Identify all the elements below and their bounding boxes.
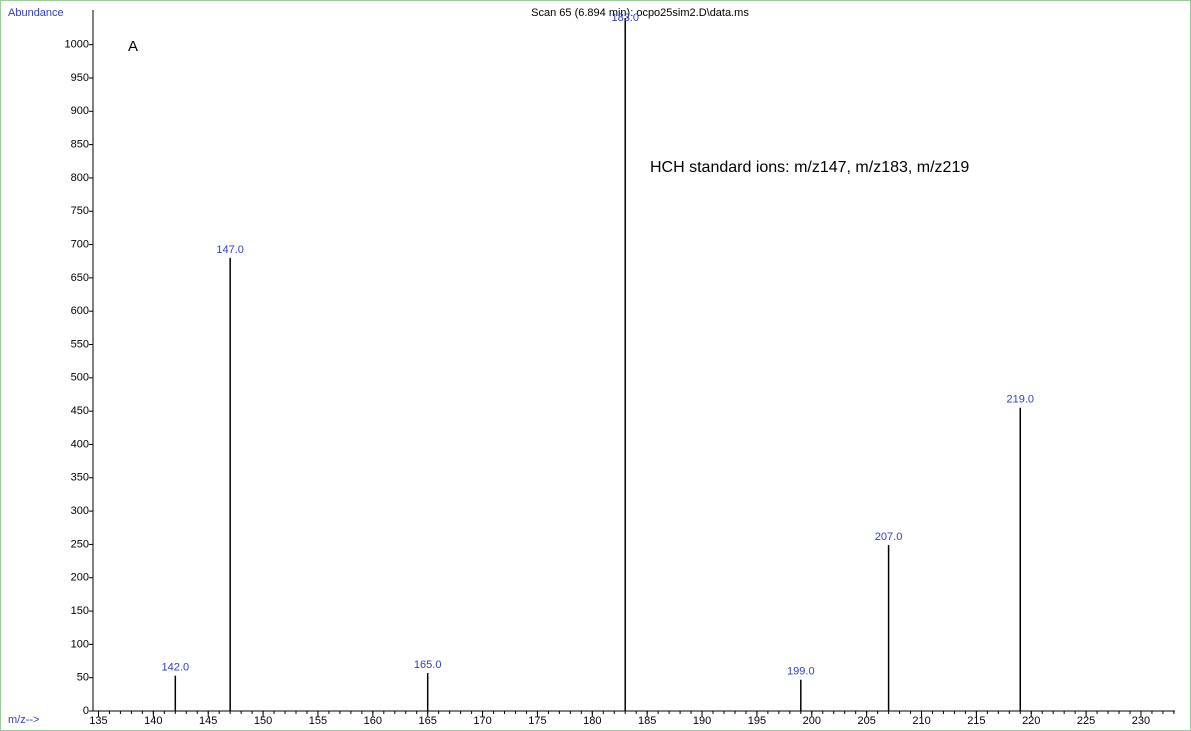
- x-tick-label: 210: [912, 715, 930, 727]
- x-tick-label: 175: [528, 715, 546, 727]
- y-tick-label: 1000: [65, 39, 89, 51]
- y-tick-label: 500: [71, 372, 89, 384]
- y-tick-label: 250: [71, 538, 89, 550]
- y-tick-label: 950: [71, 72, 89, 84]
- annotation: HCH standard ions: m/z147, m/z183, m/z21…: [650, 159, 969, 176]
- x-tick-label: 225: [1077, 715, 1095, 727]
- x-tick-label: 170: [473, 715, 491, 727]
- y-tick-label: 0: [83, 705, 89, 717]
- x-tick-label: 190: [693, 715, 711, 727]
- peak-label: 199.0: [787, 666, 815, 678]
- y-tick-label: 850: [71, 139, 89, 151]
- peak-label: 165.0: [414, 659, 442, 671]
- peak-label: 142.0: [162, 662, 190, 674]
- peak-label: 207.0: [875, 531, 903, 543]
- x-tick-label: 195: [748, 715, 766, 727]
- y-tick-label: 350: [71, 472, 89, 484]
- y-tick-label: 300: [71, 505, 89, 517]
- y-tick-label: 600: [71, 305, 89, 317]
- y-tick-label: 50: [77, 672, 89, 684]
- x-tick-label: 205: [857, 715, 875, 727]
- x-tick-label: 180: [583, 715, 601, 727]
- x-tick-label: 155: [309, 715, 327, 727]
- y-tick-label: 800: [71, 172, 89, 184]
- x-tick-label: 165: [419, 715, 437, 727]
- y-tick-label: 400: [71, 438, 89, 450]
- x-tick-label: 160: [364, 715, 382, 727]
- annotation: A: [128, 38, 138, 55]
- y-tick-label: 550: [71, 338, 89, 350]
- y-tick-label: 450: [71, 405, 89, 417]
- x-tick-label: 185: [638, 715, 656, 727]
- x-tick-label: 150: [254, 715, 272, 727]
- peak-label: 219.0: [1007, 394, 1035, 406]
- y-tick-label: 200: [71, 572, 89, 584]
- y-axis-label: Abundance: [8, 7, 64, 19]
- x-tick-label: 220: [1022, 715, 1040, 727]
- y-tick-label: 650: [71, 272, 89, 284]
- y-tick-label: 100: [71, 638, 89, 650]
- x-axis-label: m/z-->: [8, 714, 39, 726]
- y-tick-label: 750: [71, 205, 89, 217]
- y-tick-label: 700: [71, 238, 89, 250]
- x-tick-label: 200: [803, 715, 821, 727]
- y-tick-label: 900: [71, 105, 89, 117]
- peak-label: 183.0: [611, 12, 639, 24]
- x-tick-label: 135: [89, 715, 107, 727]
- chart-title: Scan 65 (6.894 min): ocpo25sim2.D\data.m…: [531, 7, 749, 19]
- x-tick-label: 215: [967, 715, 985, 727]
- x-tick-label: 145: [199, 715, 217, 727]
- x-tick-label: 230: [1132, 715, 1150, 727]
- x-tick-label: 140: [144, 715, 162, 727]
- peak-label: 147.0: [216, 244, 244, 256]
- y-tick-label: 150: [71, 605, 89, 617]
